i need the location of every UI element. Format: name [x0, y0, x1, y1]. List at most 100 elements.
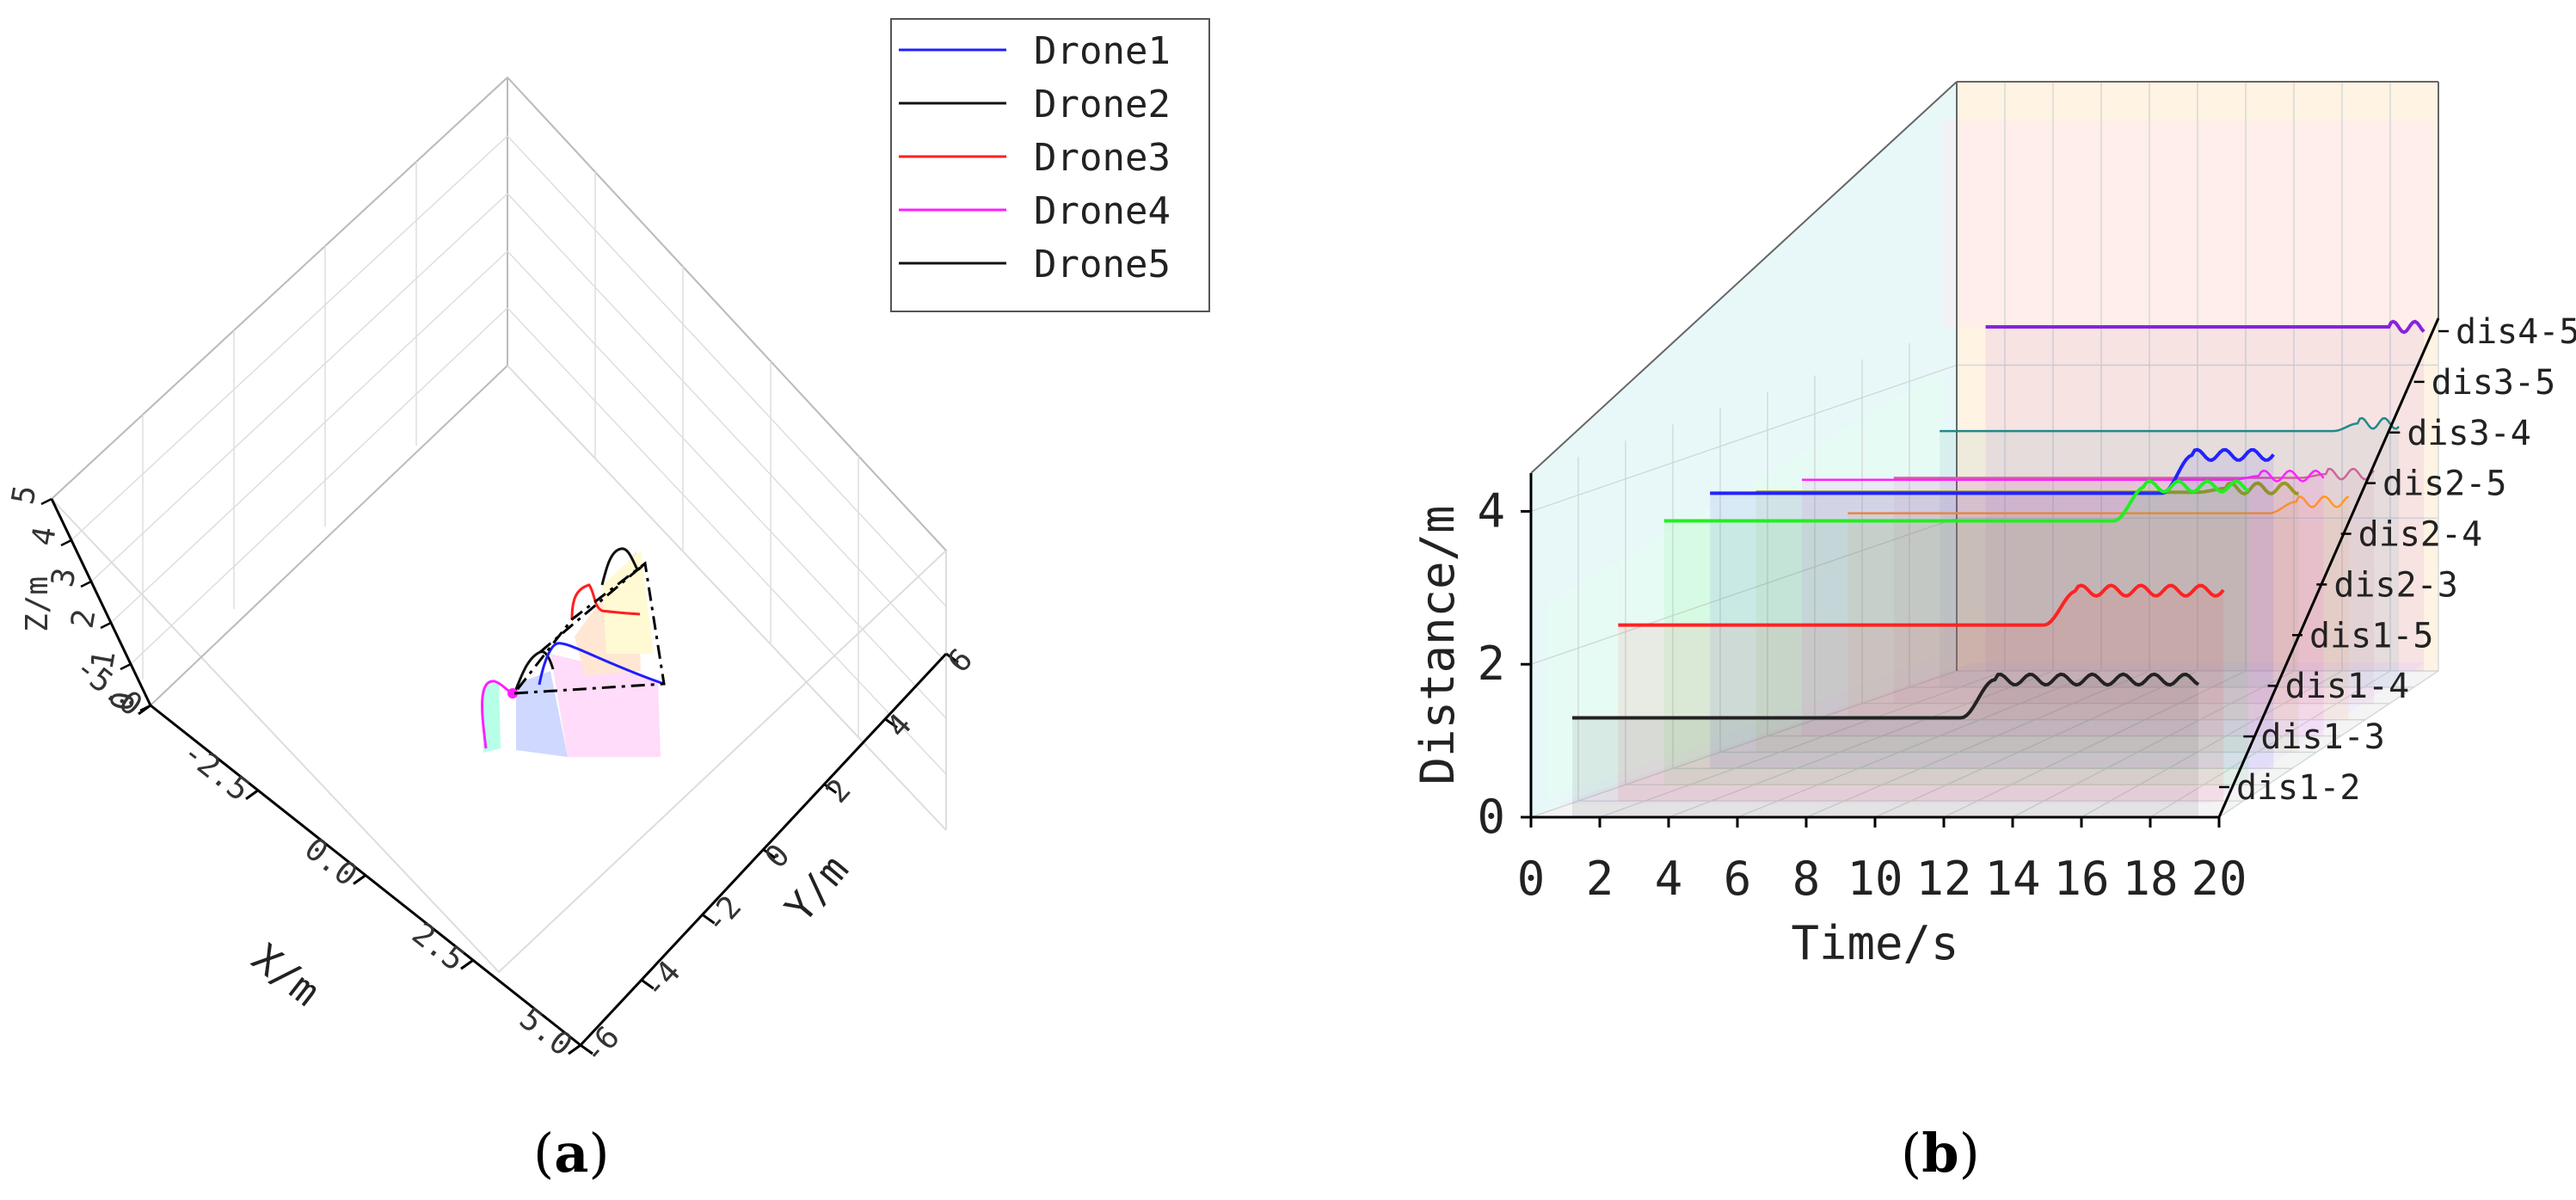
category-tick-label: dis4-5 [2456, 312, 2576, 352]
floor-grid-col [1668, 670, 2054, 818]
z-tick-mark [139, 704, 151, 712]
z-tick-label: 0 [1477, 790, 1505, 844]
category-tick-label: dis3-4 [2407, 414, 2531, 453]
series-fill [1893, 469, 2374, 704]
panel-b-box-edges [1530, 81, 2439, 671]
floor-grid-col [1874, 670, 2198, 818]
category-tick-label: dis1-5 [2309, 616, 2434, 655]
legend-entry: Drone5 [1034, 243, 1171, 286]
floor-grid-col [1943, 670, 2247, 818]
floor-grid-col [1805, 670, 2150, 818]
left-wall [1531, 82, 1957, 817]
z-tick-label: 2 [1477, 637, 1505, 691]
series-dis1-3 [1618, 583, 2225, 802]
panel-a-x-ticks: -5.0-2.50.02.55.0 [68, 649, 581, 1063]
series-fill [1940, 418, 2400, 687]
x-tick-label: 10 [1847, 852, 1903, 906]
category-tick-label: dis1-4 [2285, 667, 2410, 706]
legend-entry: Drone3 [1034, 136, 1171, 180]
series-fill [1710, 449, 2274, 769]
floor-grid-col [1737, 670, 2102, 818]
panel-a-front-axes [50, 498, 948, 1047]
drone4-trajectory [481, 680, 515, 749]
panel-a-z-label: Z/m [20, 576, 55, 632]
y-tick-label: -6 [575, 1019, 626, 1071]
panel-b-x-ticks: 0 2 4 6 8 10 12 14 16 18 20 [1517, 817, 2247, 906]
drone5-shadow [602, 551, 654, 654]
floor-grid-col [1599, 670, 2006, 818]
y-tick-mark [945, 652, 959, 664]
floor-grid-col [2149, 670, 2391, 818]
category-tick-label: dis2-5 [2382, 465, 2507, 504]
y-tick-label: -2 [698, 889, 748, 941]
panel-b-walls [1531, 82, 2438, 817]
panel-a-grid [71, 135, 947, 775]
panel-a-x-label: X/m [243, 934, 329, 1015]
z-tick-mark [100, 621, 112, 630]
x-tick-label: 14 [1984, 852, 2040, 906]
series-line [1940, 416, 2400, 433]
series-line [1572, 672, 2200, 720]
z-tick-label: 4 [1477, 483, 1505, 538]
x-tick-label: 16 [2053, 852, 2109, 906]
x-tick-label: 18 [2122, 852, 2178, 906]
y-tick-mark [823, 783, 838, 794]
back-tint [1944, 120, 2434, 327]
series-fill [1663, 481, 2249, 785]
series-dis3-4 [1893, 467, 2375, 704]
panel-b-category-ticks: dis1-2 dis1-3 dis1-4 dis1-5 dis2-3 dis2-4 dis2… [2219, 312, 2576, 808]
z-tick-mark [40, 497, 52, 506]
category-tick-label: dis2-3 [2333, 565, 2458, 605]
drone1-trajectory [538, 642, 665, 686]
panel-a-caption: (a) [533, 1122, 610, 1185]
floor-grid-col [2081, 670, 2343, 818]
y-tick-label: 2 [820, 772, 858, 810]
z-tick-label: 4 [25, 524, 63, 548]
y-tick-label: 0 [759, 838, 797, 876]
category-tick-label: dis1-3 [2260, 717, 2385, 757]
series-dis1-5 [1710, 447, 2275, 769]
y-tick-mark [701, 914, 716, 925]
panel-a-legend: Drone1 Drone2 Drone3 Drone4 Drone5 [890, 18, 1210, 312]
x-tick-label: 20 [2191, 852, 2247, 906]
z-tick-label: 2 [65, 606, 102, 631]
panel-b-caption: (b) [1901, 1122, 1980, 1185]
series-dis4-5 [1985, 319, 2425, 671]
x-tick-label: 2 [1586, 852, 1614, 906]
series-dis3-5 [1940, 416, 2400, 687]
floor-grid-col [2218, 670, 2439, 818]
series-line [1618, 583, 2225, 627]
series-dis1-2 [1572, 672, 2200, 817]
x-tick-label: 4 [1655, 852, 1683, 906]
x-tick-label: 6 [1724, 852, 1752, 906]
drone1-shadow [550, 654, 661, 757]
x-tick-mark [460, 959, 474, 970]
x-tick-label: -2.5 [175, 735, 256, 809]
z-tick-mark [80, 580, 92, 588]
z-tick-mark [60, 538, 72, 547]
formation-links [513, 561, 666, 695]
drone4-shadow [483, 681, 501, 753]
panel-b-grid [1530, 82, 2439, 818]
y-tick-mark [762, 848, 777, 859]
y-tick-mark [580, 1043, 593, 1055]
series-fill [1572, 674, 2198, 817]
series-fill [1618, 585, 2224, 802]
legend-entry: Drone2 [1034, 83, 1171, 126]
legend-entry: Drone1 [1034, 29, 1171, 73]
left-grid-row [1530, 364, 1958, 513]
z-tick-label: 5 [5, 483, 43, 507]
drone4-marker [507, 688, 518, 698]
category-tick-label: dis1-2 [2236, 768, 2361, 808]
panel-b-series [1572, 319, 2425, 817]
series-line [1985, 319, 2425, 335]
y-tick-mark [884, 717, 899, 729]
series-line [1663, 479, 2250, 523]
series-line [1893, 467, 2375, 481]
series-fill [1985, 321, 2425, 671]
z-tick-mark [120, 662, 132, 671]
floor-grid-col [2012, 670, 2295, 818]
series-dis2-5 [1847, 495, 2350, 720]
